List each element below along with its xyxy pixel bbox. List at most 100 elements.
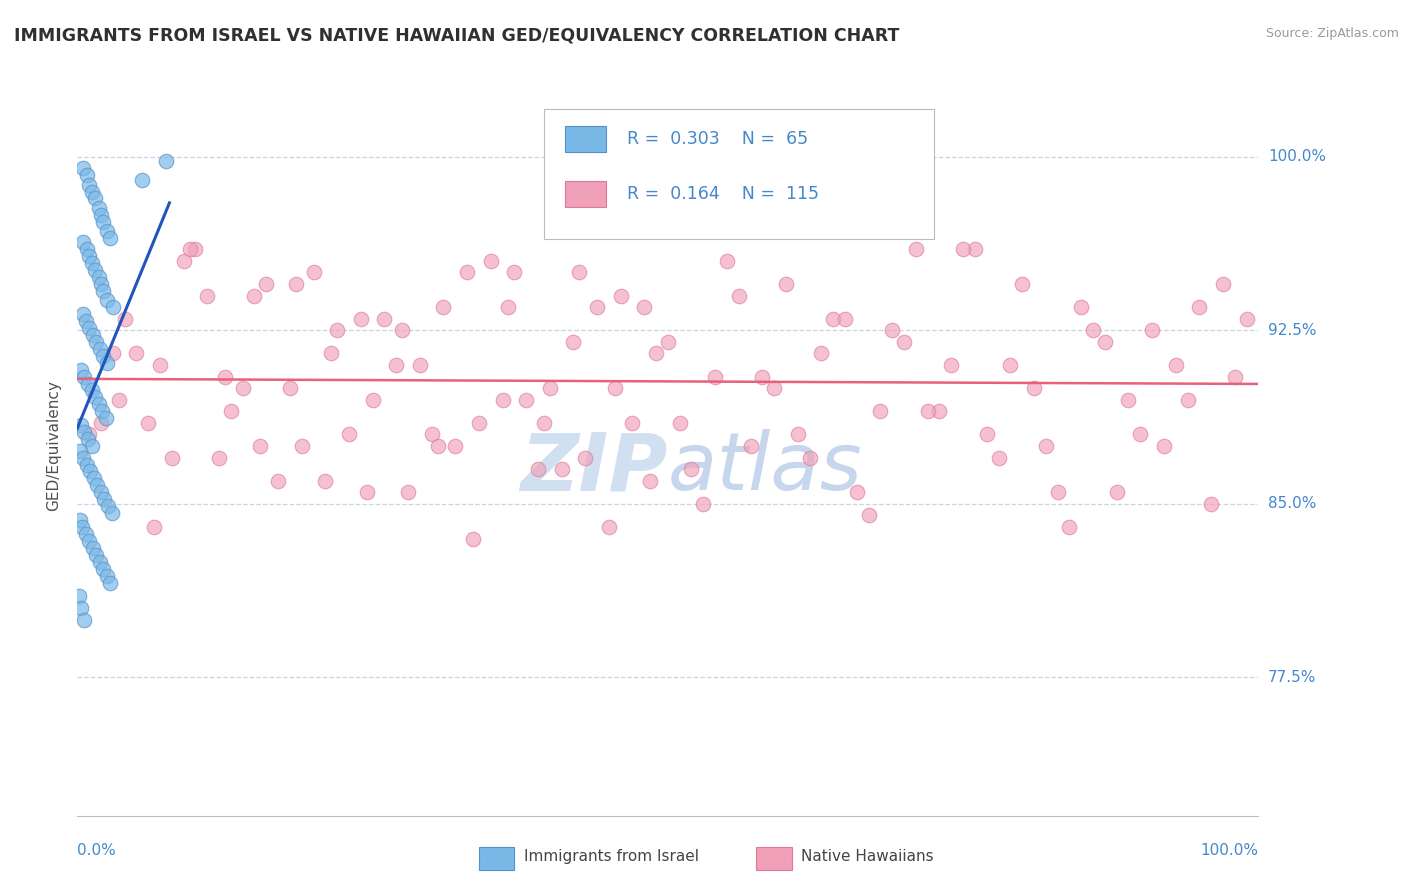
Point: [1022, 381, 1045, 395]
Point: [100, 231, 122, 245]
Point: [598, 520, 620, 534]
Point: [1199, 497, 1222, 511]
Point: [479, 253, 502, 268]
Point: [385, 358, 408, 372]
Point: [254, 277, 277, 291]
Point: [76, 169, 98, 183]
Point: [70, 520, 93, 534]
Point: [79, 465, 101, 479]
Point: [645, 346, 668, 360]
Point: [70, 601, 93, 615]
Point: [73, 425, 96, 439]
Point: [90, 277, 112, 291]
Point: [107, 392, 129, 407]
Point: [77, 432, 100, 446]
Point: [1059, 520, 1081, 534]
Point: [1177, 392, 1199, 407]
Point: [72, 161, 94, 176]
Point: [361, 392, 384, 407]
Point: [77, 427, 100, 442]
Text: 100.0%: 100.0%: [1201, 843, 1258, 858]
Point: [633, 300, 655, 314]
Point: [84, 391, 107, 405]
Point: [69, 513, 91, 527]
Point: [91, 404, 114, 418]
Point: [82, 541, 104, 555]
Point: [89, 342, 111, 356]
Point: [1223, 369, 1246, 384]
Text: R =  0.164    N =  115: R = 0.164 N = 115: [627, 186, 818, 203]
Point: [67, 590, 90, 604]
Point: [93, 492, 115, 507]
FancyBboxPatch shape: [544, 109, 934, 239]
Point: [1070, 300, 1092, 314]
Point: [1000, 358, 1022, 372]
Point: [76, 243, 98, 257]
Point: [1188, 300, 1211, 314]
Point: [125, 346, 148, 360]
Point: [373, 311, 395, 326]
Point: [73, 613, 96, 627]
Text: ZIP: ZIP: [520, 429, 668, 508]
Point: [90, 416, 112, 430]
Point: [96, 224, 118, 238]
Point: [893, 334, 915, 349]
Point: [917, 404, 939, 418]
Point: [173, 253, 195, 268]
Point: [1046, 485, 1069, 500]
Text: Source: ZipAtlas.com: Source: ZipAtlas.com: [1265, 27, 1399, 40]
Text: 77.5%: 77.5%: [1268, 670, 1316, 685]
Point: [96, 568, 118, 582]
Point: [882, 323, 904, 337]
Point: [1035, 439, 1057, 453]
Point: [70, 362, 93, 376]
Point: [80, 439, 103, 453]
Point: [869, 404, 891, 418]
Point: [468, 416, 491, 430]
Point: [82, 327, 104, 342]
Point: [75, 527, 97, 541]
Point: [302, 265, 325, 279]
Point: [1212, 277, 1234, 291]
Point: [1140, 323, 1163, 337]
Point: [681, 462, 703, 476]
Point: [420, 427, 443, 442]
Text: Native Hawaiians: Native Hawaiians: [801, 849, 934, 864]
Point: [232, 381, 254, 395]
Text: atlas: atlas: [668, 429, 863, 508]
Point: [243, 288, 266, 302]
Point: [727, 288, 749, 302]
Point: [356, 485, 378, 500]
Point: [77, 321, 100, 335]
Point: [114, 311, 136, 326]
Point: [609, 288, 631, 302]
Point: [179, 243, 201, 257]
Point: [533, 416, 555, 430]
Point: [456, 265, 478, 279]
Point: [208, 450, 231, 465]
Point: [799, 450, 821, 465]
Point: [149, 358, 172, 372]
Point: [716, 253, 738, 268]
Point: [574, 450, 596, 465]
Point: [834, 311, 856, 326]
Point: [136, 416, 159, 430]
Point: [1105, 485, 1128, 500]
Point: [72, 235, 94, 250]
Point: [409, 358, 432, 372]
Bar: [756, 847, 792, 871]
Text: IMMIGRANTS FROM ISRAEL VS NATIVE HAWAIIAN GED/EQUIVALENCY CORRELATION CHART: IMMIGRANTS FROM ISRAEL VS NATIVE HAWAIIA…: [14, 27, 900, 45]
Point: [101, 300, 124, 314]
Point: [928, 404, 950, 418]
Point: [83, 471, 105, 485]
Point: [704, 369, 727, 384]
Point: [84, 334, 107, 349]
Point: [461, 532, 484, 546]
Point: [568, 265, 591, 279]
Point: [976, 427, 998, 442]
Point: [90, 485, 112, 500]
Y-axis label: GED/Equivalency: GED/Equivalency: [46, 381, 62, 511]
Point: [70, 418, 93, 433]
Point: [97, 499, 120, 513]
Text: 85.0%: 85.0%: [1268, 496, 1316, 511]
